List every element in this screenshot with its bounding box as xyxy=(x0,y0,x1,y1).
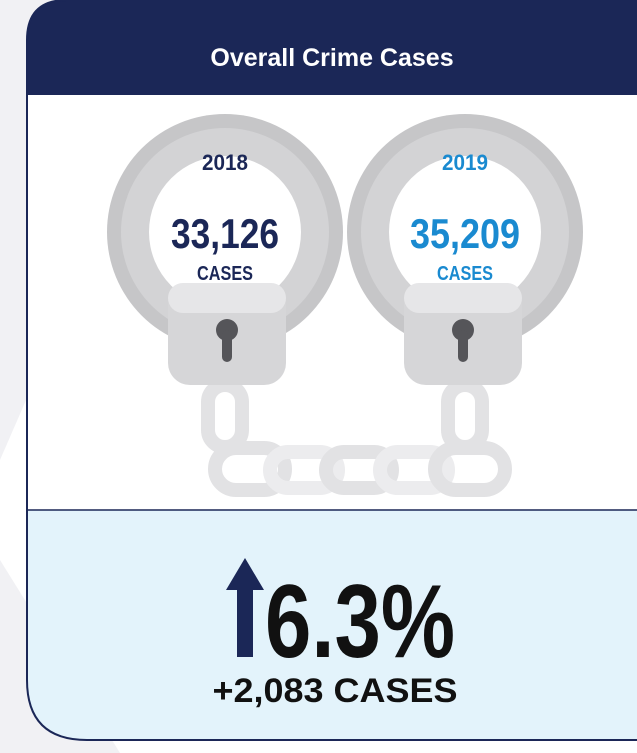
change-difference: +2,083 CASES xyxy=(213,672,458,710)
handcuff xyxy=(107,114,343,385)
year-label: 2019 xyxy=(442,150,488,175)
chain xyxy=(201,378,512,497)
change-percent: 6.3% xyxy=(265,564,455,680)
header-bar xyxy=(27,0,637,95)
case-count: 35,209 xyxy=(410,210,520,257)
handcuff xyxy=(347,114,583,385)
title: Overall Crime Cases xyxy=(210,44,453,72)
case-unit: CASES xyxy=(437,263,493,285)
case-unit: CASES xyxy=(197,263,253,285)
case-count: 33,126 xyxy=(171,210,279,257)
summary-panel xyxy=(27,510,637,740)
card-border xyxy=(26,0,637,741)
year-label: 2018 xyxy=(202,150,248,175)
up-arrow xyxy=(226,558,264,657)
